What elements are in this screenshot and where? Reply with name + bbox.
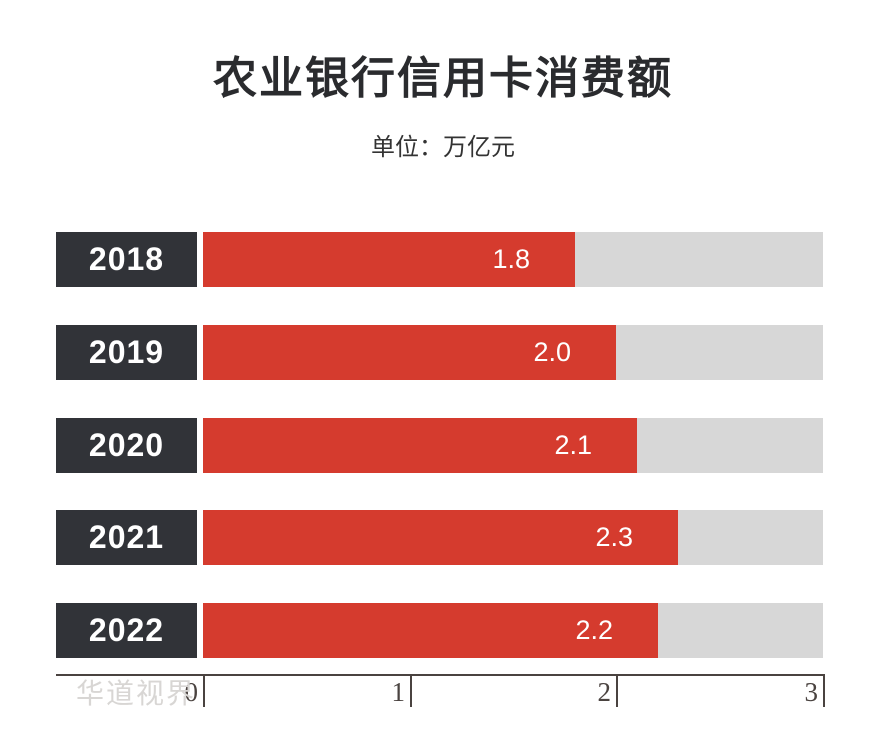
bar-value-label: 1.8 — [492, 244, 530, 274]
bar-track: 2.1 — [203, 418, 823, 473]
bar-row: 2020 2.1 — [0, 418, 886, 473]
bar-track: 1.8 — [203, 232, 823, 287]
bar-row: 2022 2.2 — [0, 603, 886, 658]
x-tick-label: 3 — [804, 677, 819, 707]
bar-track: 2.3 — [203, 510, 823, 565]
x-axis-line — [56, 674, 825, 676]
bar-track: 2.0 — [203, 325, 823, 380]
year-label-box: 2021 — [56, 510, 197, 565]
x-tick-label: 0 — [184, 677, 199, 707]
bar-value-label: 2.3 — [595, 522, 633, 552]
watermark: 华道视界 — [76, 678, 197, 709]
x-tick-line — [410, 674, 412, 707]
bar-fill: 1.8 — [203, 232, 575, 287]
bar-fill: 2.3 — [203, 510, 678, 565]
bar-track: 2.2 — [203, 603, 823, 658]
year-label: 2021 — [88, 519, 165, 555]
year-label: 2022 — [88, 612, 165, 648]
year-label-box: 2019 — [56, 325, 197, 380]
bar-fill: 2.1 — [203, 418, 637, 473]
bar-value-label: 2.1 — [554, 430, 592, 460]
bar-row: 2018 1.8 — [0, 232, 886, 287]
bar-fill: 2.0 — [203, 325, 616, 380]
year-label: 2019 — [88, 334, 165, 370]
year-label: 2018 — [88, 241, 165, 277]
bar-value-label: 2.0 — [533, 337, 571, 367]
x-tick-label: 2 — [597, 677, 612, 707]
bar-row: 2019 2.0 — [0, 325, 886, 380]
bar-row: 2021 2.3 — [0, 510, 886, 565]
chart-title: 农业银行信用卡消费额 — [213, 54, 673, 103]
year-label: 2020 — [88, 427, 165, 463]
x-tick-line — [203, 674, 205, 707]
chart-unit-label: 单位：万亿元 — [371, 134, 515, 161]
year-label-box: 2018 — [56, 232, 197, 287]
year-label-box: 2022 — [56, 603, 197, 658]
x-tick-label: 1 — [391, 677, 406, 707]
x-tick-line — [616, 674, 618, 707]
x-tick-line — [823, 674, 825, 707]
year-label-box: 2020 — [56, 418, 197, 473]
bar-value-label: 2.2 — [575, 615, 613, 645]
bar-fill: 2.2 — [203, 603, 658, 658]
